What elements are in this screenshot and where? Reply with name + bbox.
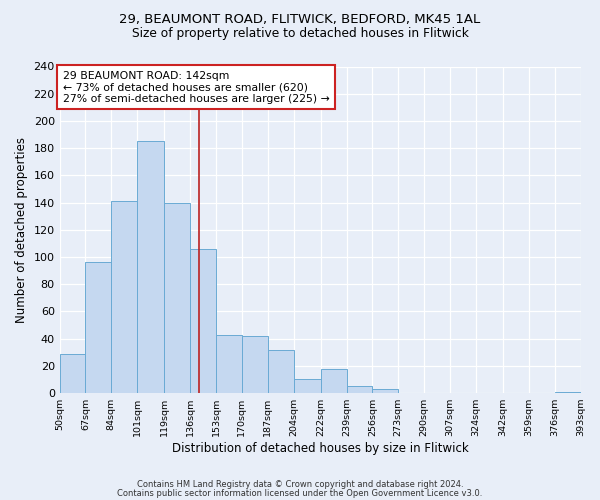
Bar <box>59 354 85 393</box>
Bar <box>111 201 137 393</box>
Bar <box>164 202 190 393</box>
Text: 29, BEAUMONT ROAD, FLITWICK, BEDFORD, MK45 1AL: 29, BEAUMONT ROAD, FLITWICK, BEDFORD, MK… <box>119 12 481 26</box>
Bar <box>347 386 373 393</box>
Text: 29 BEAUMONT ROAD: 142sqm
← 73% of detached houses are smaller (620)
27% of semi-: 29 BEAUMONT ROAD: 142sqm ← 73% of detach… <box>63 70 329 104</box>
Bar <box>216 334 242 393</box>
Text: Size of property relative to detached houses in Flitwick: Size of property relative to detached ho… <box>131 28 469 40</box>
Bar <box>242 336 268 393</box>
Bar <box>293 380 321 393</box>
Bar <box>85 262 111 393</box>
Bar <box>137 142 164 393</box>
Text: Contains HM Land Registry data © Crown copyright and database right 2024.: Contains HM Land Registry data © Crown c… <box>137 480 463 489</box>
Text: Contains public sector information licensed under the Open Government Licence v3: Contains public sector information licen… <box>118 488 482 498</box>
Bar <box>321 368 347 393</box>
Bar <box>554 392 581 393</box>
X-axis label: Distribution of detached houses by size in Flitwick: Distribution of detached houses by size … <box>172 442 469 455</box>
Bar <box>268 350 293 393</box>
Bar <box>373 389 398 393</box>
Y-axis label: Number of detached properties: Number of detached properties <box>15 137 28 323</box>
Bar <box>190 249 216 393</box>
